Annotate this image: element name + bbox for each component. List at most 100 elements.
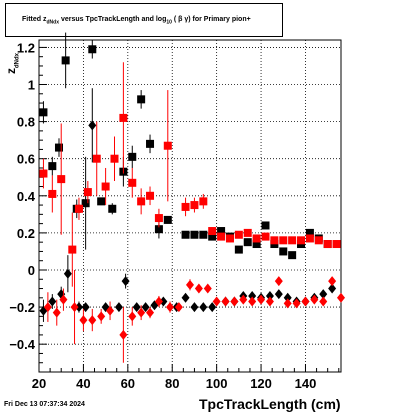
square-marker	[332, 240, 341, 249]
black-diamond-point	[114, 302, 123, 313]
y-axis-label: zdNdx	[4, 53, 21, 74]
black-diamond-point	[121, 273, 130, 289]
diamond-marker	[248, 296, 257, 307]
y-tick-label: −0.2	[9, 300, 35, 315]
data-markers	[39, 32, 345, 363]
plot-frame	[38, 39, 342, 373]
diamond-marker	[194, 283, 203, 294]
red-diamond-point	[186, 279, 194, 291]
diamond-marker	[132, 302, 141, 313]
red-diamond-point	[97, 308, 106, 324]
red-diamond-point	[221, 296, 230, 307]
black-square-point	[81, 156, 90, 250]
red-diamond-point	[119, 307, 128, 363]
red-square-point	[68, 212, 77, 287]
square-marker	[279, 247, 288, 256]
red-diamond-point	[166, 301, 175, 313]
y-tick-label: 0.8	[17, 115, 35, 130]
red-square-point	[83, 180, 92, 204]
red-square-point	[181, 197, 190, 217]
black-square-point	[208, 232, 217, 241]
red-square-point	[217, 232, 226, 241]
red-square-point	[146, 186, 155, 206]
square-marker	[243, 238, 252, 247]
diamond-marker	[319, 296, 328, 307]
red-diamond-point	[174, 302, 183, 313]
diamond-marker	[97, 311, 106, 322]
square-marker	[217, 232, 226, 241]
red-diamond-point	[137, 305, 146, 321]
red-diamond-point	[319, 296, 328, 307]
square-marker	[154, 214, 163, 223]
black-diamond-point	[81, 302, 90, 313]
red-square-point	[101, 167, 110, 206]
y-tick-label: 0.4	[17, 189, 36, 204]
black-square-point	[190, 230, 199, 239]
diamond-marker	[328, 276, 337, 287]
square-marker	[288, 251, 297, 260]
square-marker	[163, 141, 172, 150]
y-tick-label: 1	[28, 78, 35, 93]
red-diamond-point	[274, 276, 283, 287]
square-marker	[199, 230, 208, 239]
x-tick-label: 20	[32, 376, 46, 391]
red-diamond-point	[239, 294, 248, 305]
red-square-point	[332, 240, 341, 249]
diamond-marker	[88, 120, 97, 131]
red-diamond-point	[88, 308, 97, 332]
black-diamond-point	[199, 302, 208, 313]
x-tick-label: 40	[76, 376, 90, 391]
x-tick-label: 60	[121, 376, 135, 391]
black-diamond-point	[208, 302, 217, 313]
black-square-point	[97, 197, 106, 206]
red-square-point	[92, 121, 101, 196]
square-marker	[39, 169, 48, 178]
black-square-point	[39, 101, 48, 124]
red-square-point	[57, 123, 66, 235]
diamond-marker	[212, 296, 221, 307]
black-diamond-point	[328, 283, 337, 294]
square-marker	[54, 143, 63, 152]
red-diamond-point	[337, 292, 345, 303]
red-square-point	[288, 236, 297, 245]
black-square-point	[243, 238, 252, 247]
black-square-point	[61, 32, 70, 89]
square-marker	[314, 236, 323, 245]
diamond-marker	[159, 296, 168, 307]
square-marker	[61, 56, 70, 65]
black-square-point	[234, 245, 243, 254]
square-marker	[323, 240, 332, 249]
x-tick-label: 120	[250, 376, 272, 391]
axes: 20 40 60 80 100 120 140 −0.4 −0.2 0 0.2 0.4 0.6 0.8 1 1…	[9, 39, 342, 391]
diamond-marker	[48, 296, 57, 307]
diamond-marker	[328, 283, 337, 294]
red-square-point	[190, 197, 199, 213]
square-marker	[190, 201, 199, 210]
red-diamond-point	[146, 307, 155, 319]
diamond-marker	[283, 298, 292, 309]
diamond-marker	[70, 302, 79, 313]
black-square-point	[48, 156, 57, 176]
black-square-point	[279, 247, 288, 256]
red-square-point	[323, 240, 332, 249]
y-tick-label: 0	[28, 263, 35, 278]
diamond-marker	[81, 302, 90, 313]
square-marker	[288, 236, 297, 245]
square-marker	[88, 45, 97, 54]
diamond-marker	[119, 329, 128, 340]
diamond-marker	[199, 302, 208, 313]
x-tick-label: 140	[295, 376, 317, 391]
square-marker	[48, 189, 57, 198]
black-square-point	[88, 40, 97, 59]
square-marker	[181, 202, 190, 211]
diamond-marker	[239, 294, 248, 305]
square-marker	[137, 95, 146, 104]
red-square-point	[137, 188, 146, 215]
red-diamond-point	[248, 296, 257, 307]
black-square-point	[137, 90, 146, 109]
red-square-point	[252, 234, 261, 243]
diamond-marker	[283, 292, 292, 303]
black-square-point	[128, 145, 137, 168]
red-square-point	[314, 236, 323, 245]
diamond-marker	[63, 268, 72, 279]
